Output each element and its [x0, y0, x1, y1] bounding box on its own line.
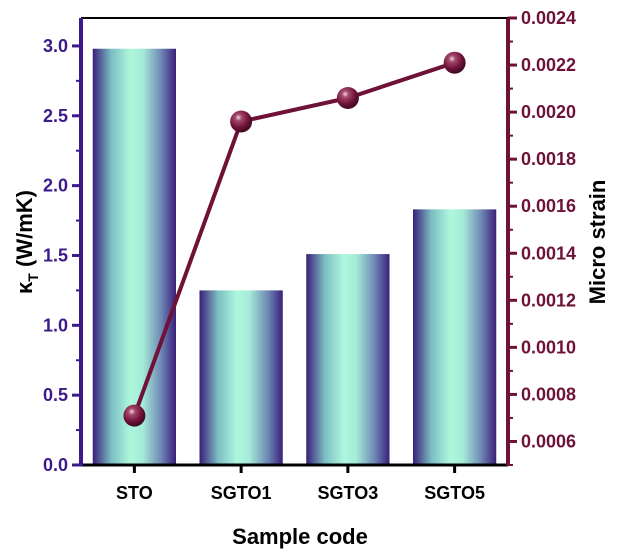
- x-tick-label: STO: [116, 483, 153, 503]
- right-axis-ticks: 0.0006 0.0008 0.0010 0.0012 0.0014 0.0016 0.00…: [508, 8, 576, 466]
- x-tick-label: SGTO5: [424, 483, 485, 503]
- left-tick-label: 0.0: [43, 455, 68, 475]
- micro-strain-point-sgto1: [230, 110, 253, 133]
- right-tick-label: 0.0008: [521, 384, 576, 404]
- left-tick-label: 1.0: [43, 315, 68, 335]
- left-y-axis-title-symbol: κ: [12, 281, 37, 294]
- right-tick-label: 0.0022: [521, 55, 576, 75]
- left-y-axis-title: κT (W/mK): [12, 190, 41, 294]
- left-tick-label: 2.5: [43, 106, 68, 126]
- bar-sgto3: [306, 254, 390, 465]
- micro-strain-line: [132, 60, 456, 417]
- left-y-axis-title-subscript: T: [25, 273, 41, 282]
- right-tick-label: 0.0014: [521, 243, 576, 263]
- bar-sgto1: [199, 290, 283, 465]
- x-axis-title: Sample code: [232, 524, 368, 549]
- right-y-axis-title: Micro strain: [585, 180, 610, 305]
- left-tick-label: 2.0: [43, 176, 68, 196]
- bar-sgto5: [412, 209, 497, 465]
- micro-strain-point-sgto5: [443, 51, 466, 74]
- right-tick-label: 0.0012: [521, 290, 576, 310]
- micro-strain-point-sto: [123, 404, 146, 427]
- right-tick-label: 0.0010: [521, 337, 576, 357]
- bar-series: [92, 48, 497, 465]
- left-tick-label: 3.0: [43, 36, 68, 56]
- left-tick-label: 0.5: [43, 385, 68, 405]
- x-tick-label: SGTO3: [318, 483, 379, 503]
- micro-strain-point-sgto3: [336, 86, 359, 109]
- left-y-axis-title-unit: (W/mK): [12, 190, 37, 273]
- right-tick-label: 0.0016: [521, 196, 576, 216]
- right-tick-label: 0.0006: [521, 431, 576, 451]
- left-tick-label: 1.5: [43, 245, 68, 265]
- line-series: [123, 51, 466, 427]
- right-tick-label: 0.0018: [521, 149, 576, 169]
- x-tick-label: SGTO1: [211, 483, 272, 503]
- right-tick-label: 0.0020: [521, 102, 576, 122]
- right-tick-label: 0.0024: [521, 8, 576, 28]
- x-axis-ticks: STO SGTO1 SGTO3 SGTO5: [116, 465, 485, 503]
- bar-sto: [92, 48, 177, 465]
- left-axis-ticks: 0.0 0.5 1.0 1.5 2.0 2.5 3.0: [43, 36, 81, 475]
